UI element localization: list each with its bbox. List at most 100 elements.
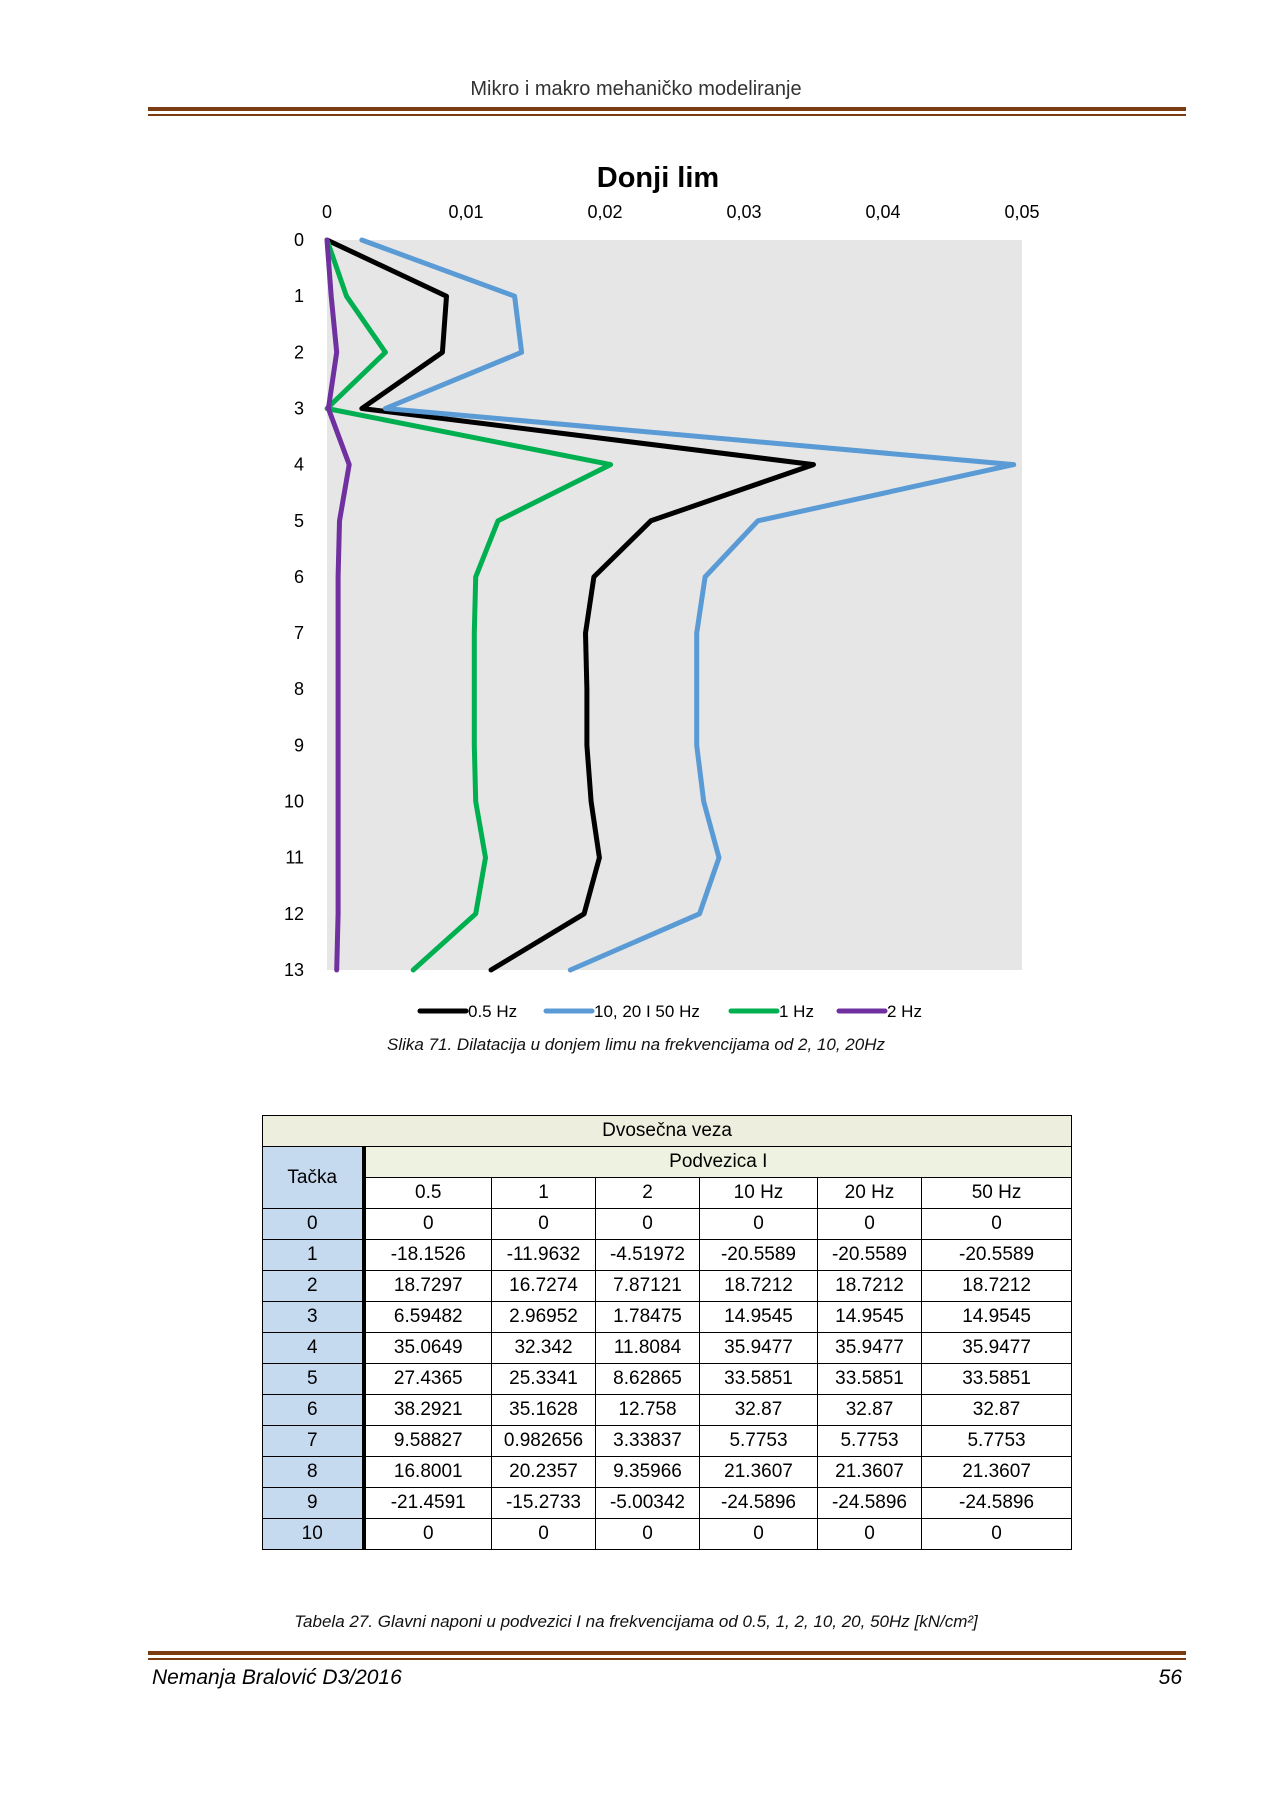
- table-cell: 11.8084: [595, 1332, 700, 1364]
- column-header: 1: [491, 1177, 596, 1209]
- footer-rule: [148, 1651, 1186, 1660]
- table-cell: 32.342: [491, 1332, 596, 1364]
- table-cell: 35.9477: [817, 1332, 922, 1364]
- table-cell: 0: [699, 1518, 818, 1550]
- table-cell: 33.5851: [817, 1363, 922, 1395]
- legend: 0.5 Hz 10, 20 I 50 Hz 1 Hz 2 Hz: [417, 1002, 922, 1021]
- legend-label: 10, 20 I 50 Hz: [594, 1002, 700, 1021]
- table-cell: 16.8001: [363, 1456, 492, 1488]
- table-cell: -24.5896: [920, 1487, 1073, 1519]
- table-cell: 6.59482: [363, 1301, 492, 1333]
- y-tick-label: 12: [284, 904, 304, 924]
- legend-label: 0.5 Hz: [468, 1002, 517, 1021]
- table-row: 9 -21.4591 -15.2733 -5.00342 -24.5896 -24.589…: [262, 1487, 1073, 1519]
- table-cell: 0: [595, 1208, 700, 1240]
- row-label: 7: [262, 1425, 366, 1457]
- table-title: Dvosečna veza: [261, 1115, 1073, 1147]
- table-row: 3 6.59482 2.96952 1.78475 14.9545 14.9545 14.9…: [262, 1301, 1073, 1333]
- table-cell: -11.9632: [491, 1239, 596, 1271]
- table-cell: 0: [491, 1518, 596, 1550]
- table-cell: 0: [817, 1518, 922, 1550]
- plot-area: [327, 240, 1022, 970]
- row-label: 10: [262, 1518, 366, 1550]
- x-tick-label: 0,03: [726, 202, 761, 222]
- y-tick-label: 7: [294, 623, 304, 643]
- table-cell: -24.5896: [817, 1487, 922, 1519]
- table-cell: 32.87: [817, 1394, 922, 1426]
- table-cell: 0: [363, 1208, 492, 1240]
- row-label: 3: [262, 1301, 366, 1333]
- figure-caption: Slika 71. Dilatacija u donjem limu na fr…: [387, 1035, 885, 1054]
- table-cell: 9.58827: [363, 1425, 492, 1457]
- group-header: Podvezica I: [362, 1146, 1073, 1178]
- table-cell: 12.758: [595, 1394, 700, 1426]
- x-tick-label: 0,02: [587, 202, 622, 222]
- series-line: [359, 237, 1017, 973]
- table-cell: -20.5589: [920, 1239, 1073, 1271]
- x-tick-label: 0,05: [1004, 202, 1039, 222]
- running-header: Mikro i makro mehaničko modeliranje: [470, 78, 802, 100]
- column-header: 2: [595, 1177, 700, 1209]
- table-cell: 21.3607: [699, 1456, 818, 1488]
- table-cell: -4.51972: [595, 1239, 700, 1271]
- table-cell: 0.982656: [491, 1425, 596, 1457]
- series-line: [324, 237, 816, 973]
- y-tick-label: 5: [294, 511, 304, 531]
- table-cell: 14.9545: [817, 1301, 922, 1333]
- chart-title: Donji lim: [597, 162, 719, 194]
- table-cell: 0: [699, 1208, 818, 1240]
- table-cell: 0: [363, 1518, 492, 1550]
- column-header: 10 Hz: [699, 1177, 818, 1209]
- x-tick-label: 0: [322, 202, 332, 222]
- table-cell: 32.87: [699, 1394, 818, 1426]
- table-cell: 25.3341: [491, 1363, 596, 1395]
- table-caption: Tabela 27. Glavni naponi u podvezici I n…: [294, 1612, 978, 1631]
- column-header: 20 Hz: [817, 1177, 922, 1209]
- table-cell: 18.7212: [920, 1270, 1073, 1302]
- table-cell: 21.3607: [920, 1456, 1073, 1488]
- table-cell: 35.0649: [363, 1332, 492, 1364]
- data-table: Dvosečna veza Tačka Podvezica I 0.5 1 2 10 …: [261, 1115, 1073, 1550]
- table-row: 5 27.4365 25.3341 8.62865 33.5851 33.5851 33.5…: [262, 1363, 1073, 1395]
- row-label: 1: [262, 1239, 366, 1271]
- table-cell: 27.4365: [363, 1363, 492, 1395]
- row-label: 0: [262, 1208, 366, 1240]
- table-cell: 35.1628: [491, 1394, 596, 1426]
- row-label: 4: [262, 1332, 366, 1364]
- y-tick-label: 1: [294, 286, 304, 306]
- table-cell: 14.9545: [920, 1301, 1073, 1333]
- table-cell: 5.7753: [920, 1425, 1073, 1457]
- table-cell: 16.7274: [491, 1270, 596, 1302]
- table-cell: -18.1526: [363, 1239, 492, 1271]
- x-axis: 0 0,01 0,02 0,03 0,04 0,05: [322, 202, 1040, 222]
- table-cell: 5.7753: [817, 1425, 922, 1457]
- table-row: 10 0 0 0 0 0 0: [262, 1518, 1073, 1550]
- legend-label: 1 Hz: [779, 1002, 814, 1021]
- page-number: 56: [1158, 1666, 1182, 1689]
- table-row: 6 38.2921 35.1628 12.758 32.87 32.87 32.87: [262, 1394, 1073, 1426]
- table-cell: 0: [920, 1208, 1073, 1240]
- table-cell: 33.5851: [920, 1363, 1073, 1395]
- table-cell: -5.00342: [595, 1487, 700, 1519]
- y-tick-label: 8: [294, 679, 304, 699]
- table-cell: 18.7212: [699, 1270, 818, 1302]
- table-cell: 20.2357: [491, 1456, 596, 1488]
- table-cell: 3.33837: [595, 1425, 700, 1457]
- table-cell: 2.96952: [491, 1301, 596, 1333]
- legend-label: 2 Hz: [887, 1002, 922, 1021]
- table-cell: 32.87: [920, 1394, 1073, 1426]
- table-cell: 0: [491, 1208, 596, 1240]
- table-body: 0 0 0 0 0 0 0 1 -18.1526 -11.9632 -4.51972 -20.5589…: [262, 1208, 1073, 1550]
- table-cell: 18.7297: [363, 1270, 492, 1302]
- series-group: [324, 237, 1017, 973]
- header-rule: [148, 107, 1186, 116]
- table-row: 1 -18.1526 -11.9632 -4.51972 -20.5589 -20.558…: [262, 1239, 1073, 1271]
- y-tick-label: 13: [284, 960, 304, 980]
- table-cell: 1.78475: [595, 1301, 700, 1333]
- y-tick-label: 3: [294, 398, 304, 418]
- row-label: 8: [262, 1456, 366, 1488]
- table-cell: 18.7212: [817, 1270, 922, 1302]
- table-cell: 38.2921: [363, 1394, 492, 1426]
